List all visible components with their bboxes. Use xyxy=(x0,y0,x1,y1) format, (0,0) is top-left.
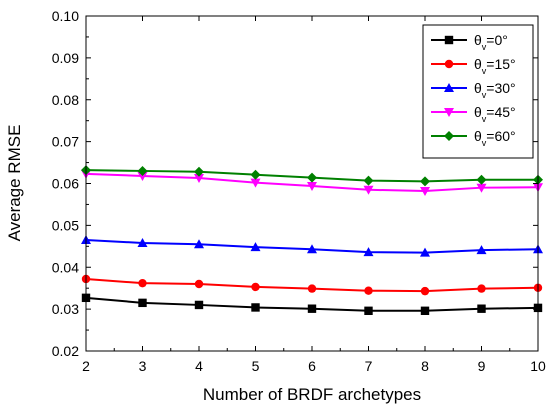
data-point xyxy=(138,298,147,308)
data-point xyxy=(307,182,317,192)
data-point xyxy=(251,303,260,312)
data-point xyxy=(476,183,487,193)
data-point xyxy=(137,171,148,181)
y-tick-label: 0.10 xyxy=(52,8,79,24)
chart-marks xyxy=(81,165,543,315)
y-tick-label: 0.03 xyxy=(52,301,79,317)
legend-label: θv=15° xyxy=(474,56,516,76)
data-point xyxy=(194,279,204,289)
data-point xyxy=(363,247,374,257)
x-tick-label: 5 xyxy=(252,358,260,374)
x-tick-label: 8 xyxy=(421,358,429,374)
legend-label: θv=30° xyxy=(474,80,516,100)
data-point xyxy=(476,174,487,185)
data-point xyxy=(194,300,204,310)
data-point xyxy=(420,176,430,187)
data-point xyxy=(137,165,148,176)
data-point xyxy=(250,178,261,188)
series-0 xyxy=(81,293,543,315)
series-4 xyxy=(81,165,543,187)
data-point xyxy=(420,187,430,197)
y-axis-title: Average RMSE xyxy=(5,125,24,242)
data-point xyxy=(420,247,430,257)
x-tick-label: 9 xyxy=(478,358,486,374)
y-tick-label: 0.06 xyxy=(52,176,79,192)
data-point xyxy=(477,304,486,313)
legend-swatch-marker xyxy=(444,108,454,117)
data-point xyxy=(307,172,317,183)
x-axis-title: Number of BRDF archetypes xyxy=(203,385,421,404)
y-tick-label: 0.07 xyxy=(52,134,79,150)
data-point xyxy=(364,286,373,295)
x-tick-label: 4 xyxy=(195,358,203,374)
y-tick-label: 0.08 xyxy=(52,92,79,108)
legend: θv=0° θv=15° θv=30° θv=45° θv=60° xyxy=(422,24,534,159)
y-tick-label: 0.09 xyxy=(52,50,79,66)
data-point xyxy=(363,185,374,195)
data-point xyxy=(138,278,147,288)
x-tick-label: 3 xyxy=(139,358,147,374)
series-1 xyxy=(81,274,543,296)
data-point xyxy=(477,284,486,293)
legend-swatch-marker xyxy=(444,59,454,69)
legend-label: θv=45° xyxy=(474,104,516,124)
legend-label: θv=0° xyxy=(474,32,508,52)
data-point xyxy=(476,245,487,255)
data-point xyxy=(364,306,373,315)
legend-swatch-marker xyxy=(444,35,454,45)
data-point xyxy=(363,175,374,186)
y-tick-label: 0.02 xyxy=(52,343,79,359)
data-point xyxy=(420,286,430,296)
x-tick-label: 10 xyxy=(530,358,546,374)
x-tick-label: 6 xyxy=(308,358,316,374)
series-2 xyxy=(81,235,543,257)
y-tick-label: 0.04 xyxy=(52,259,79,275)
data-point xyxy=(250,242,261,252)
data-point xyxy=(251,282,260,292)
x-tick-label: 2 xyxy=(82,358,90,374)
legend-label: θv=60° xyxy=(474,128,516,148)
data-point xyxy=(307,304,317,313)
data-point xyxy=(307,284,317,293)
x-tick-label: 7 xyxy=(365,358,373,374)
data-point xyxy=(194,239,204,249)
data-point xyxy=(194,174,204,184)
legend-swatch-marker xyxy=(444,83,454,92)
legend-swatch-marker xyxy=(444,131,454,141)
data-point xyxy=(250,169,261,180)
data-point xyxy=(420,306,430,315)
data-point xyxy=(307,244,317,254)
data-point xyxy=(194,166,204,177)
y-tick-label: 0.05 xyxy=(52,217,79,233)
data-point xyxy=(137,237,148,247)
axes: 2 3 4 5 6 7 8 9 10 0.02 0.03 0.04 0.05 0.06 0.07 0.08 0.… xyxy=(52,8,546,374)
